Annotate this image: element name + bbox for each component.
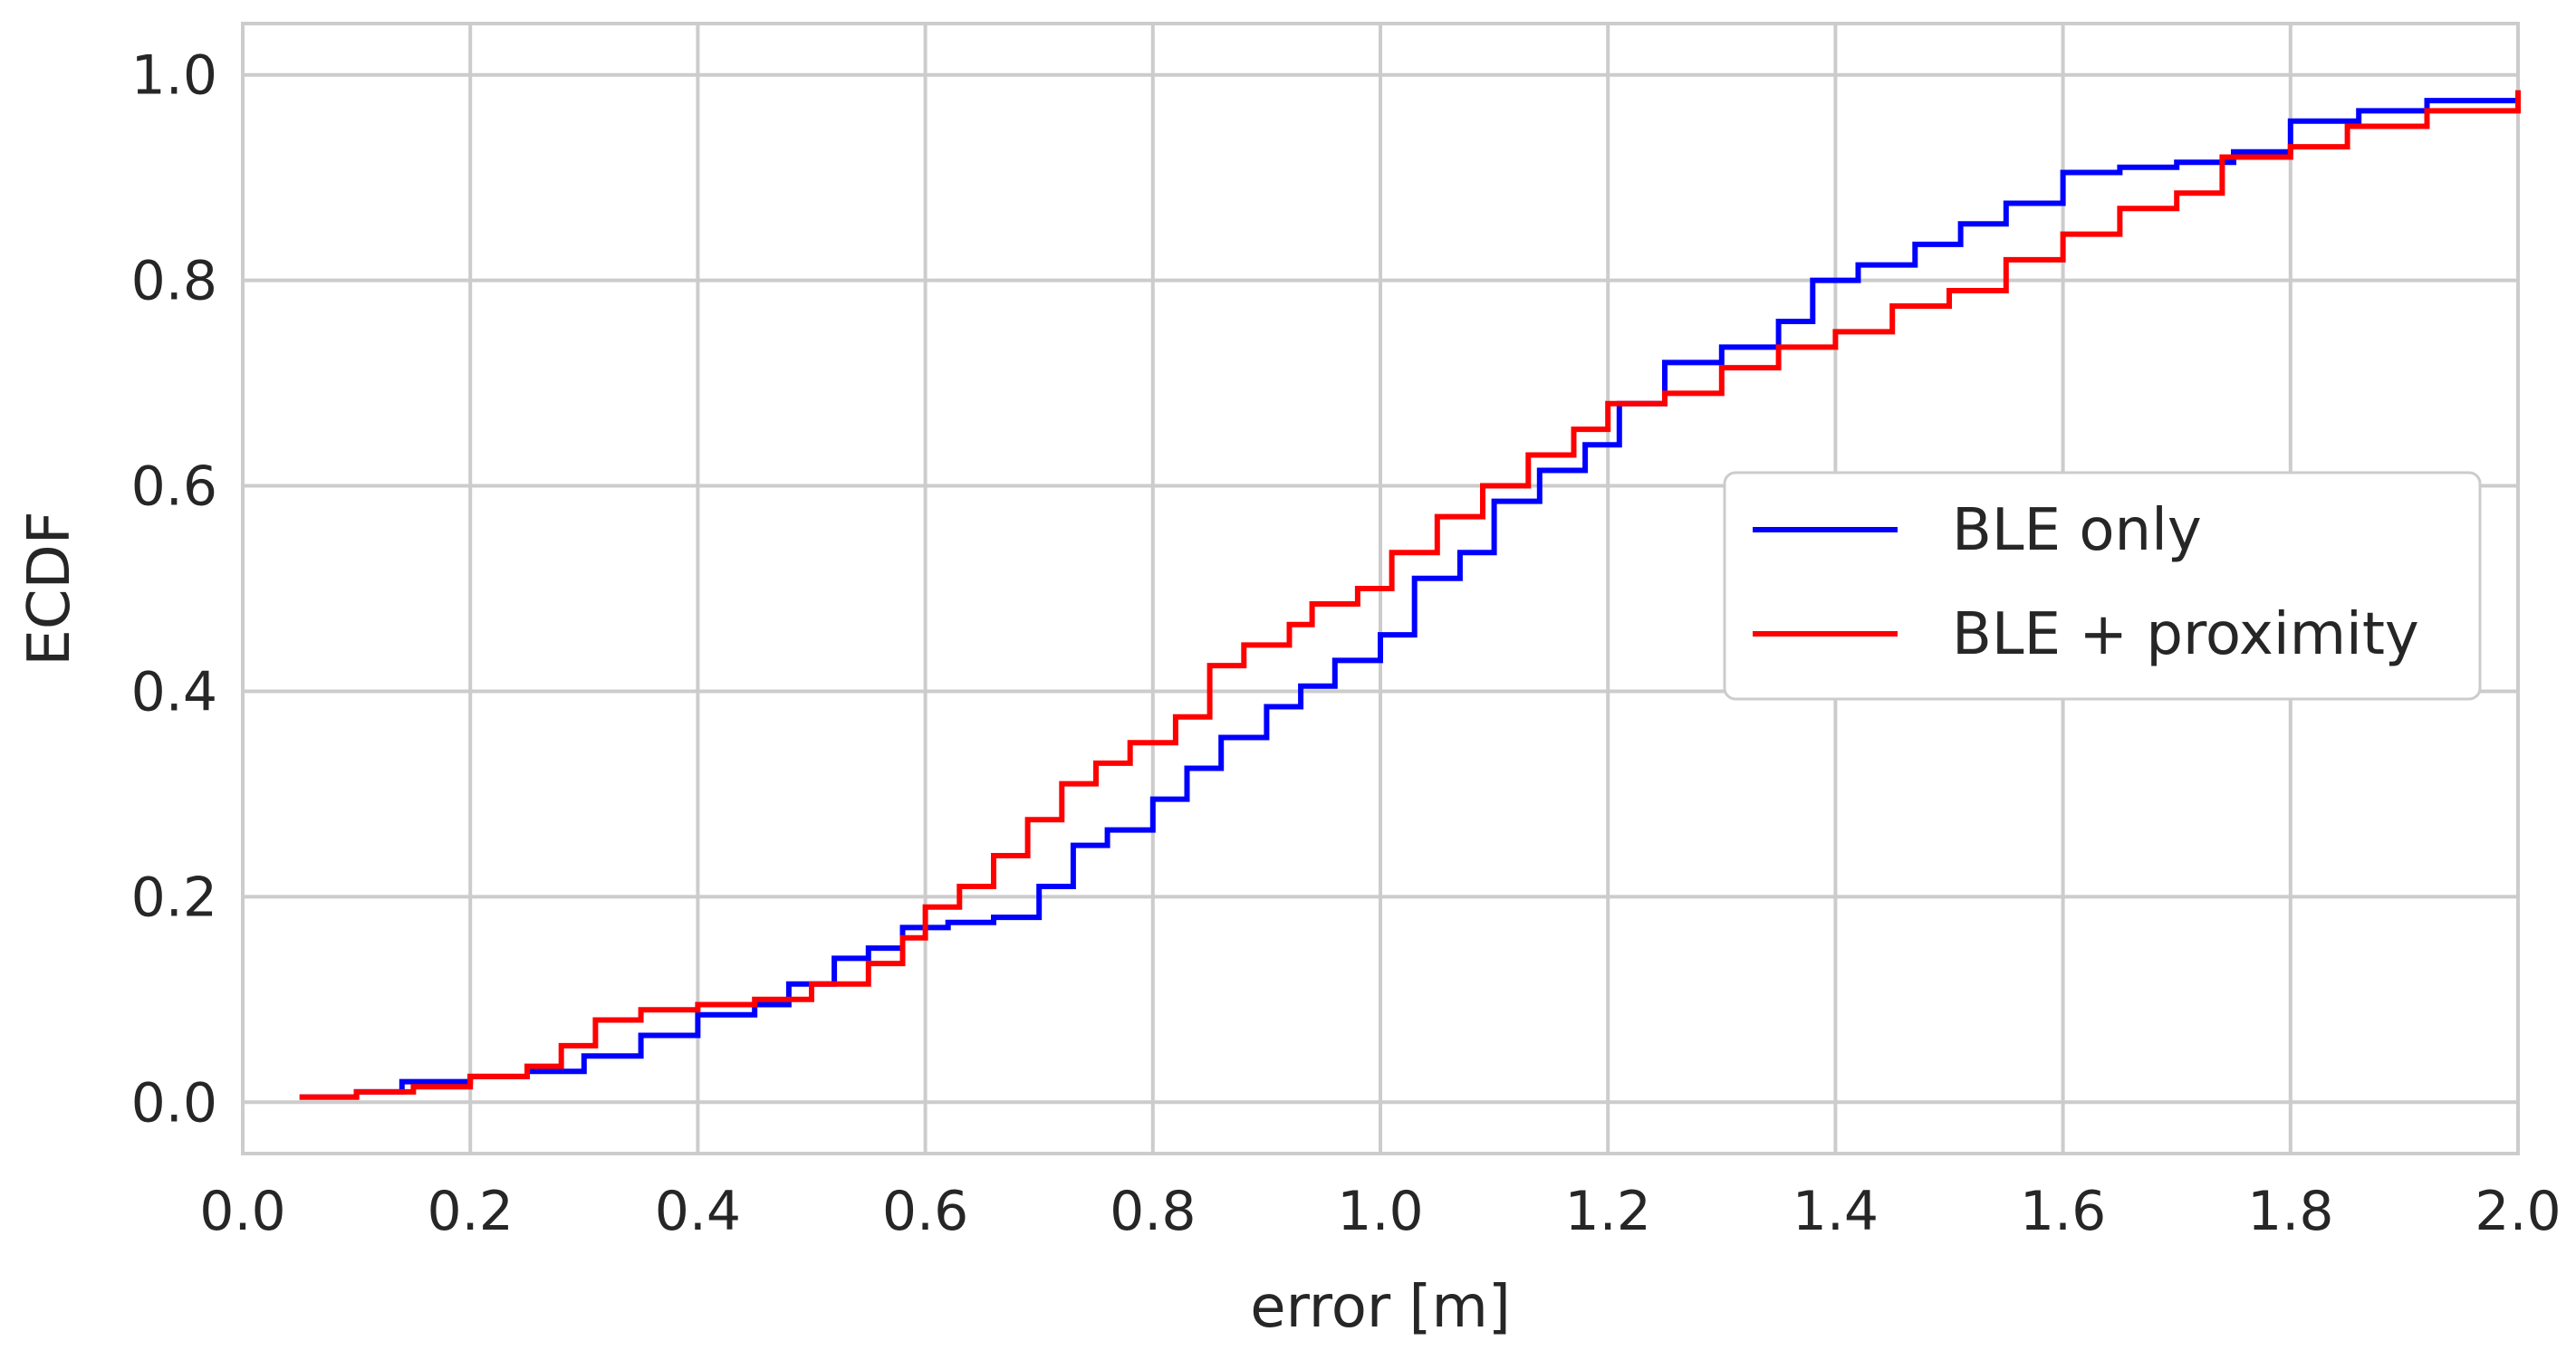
x-axis-label: error [m] <box>1250 1274 1511 1341</box>
x-tick-label: 1.0 <box>1337 1180 1423 1243</box>
legend: BLE only BLE + proximity <box>1723 471 2482 701</box>
y-tick-label: 1.0 <box>131 44 217 108</box>
y-tick-label: 0.2 <box>131 866 217 929</box>
legend-label-ble-only: BLE only <box>1952 497 2202 564</box>
x-tick-label: 1.8 <box>2247 1180 2333 1243</box>
y-tick-label: 0.6 <box>131 455 217 519</box>
x-tick-label: 0.6 <box>882 1180 968 1243</box>
y-tick-label: 0.0 <box>131 1071 217 1135</box>
series-line-ble-proximity <box>299 90 2521 1100</box>
x-tick-label: 0.0 <box>199 1180 285 1243</box>
legend-label-ble-proximity: BLE + proximity <box>1952 601 2419 668</box>
x-tick-labels: 0.0 0.2 0.4 0.6 0.8 1.0 1.2 1.4 1.6 1.8 2.0 <box>199 1180 2561 1243</box>
y-tick-labels: 0.0 0.2 0.4 0.6 0.8 1.0 <box>131 44 217 1135</box>
series-line-ble-only <box>299 90 2521 1100</box>
x-tick-label: 0.2 <box>427 1180 513 1243</box>
x-tick-label: 0.8 <box>1110 1180 1196 1243</box>
y-tick-label: 0.8 <box>131 250 217 313</box>
series-layer <box>299 90 2521 1100</box>
x-tick-label: 2.0 <box>2475 1180 2561 1243</box>
legend-box <box>1723 471 2482 701</box>
plot-frame <box>241 22 2520 1155</box>
x-tick-label: 1.4 <box>1793 1180 1879 1243</box>
x-tick-label: 0.4 <box>655 1180 741 1243</box>
x-tick-label: 1.2 <box>1564 1180 1650 1243</box>
y-tick-label: 0.4 <box>131 660 217 723</box>
x-tick-label: 1.6 <box>2020 1180 2106 1243</box>
y-axis-label: ECDF <box>16 511 83 666</box>
